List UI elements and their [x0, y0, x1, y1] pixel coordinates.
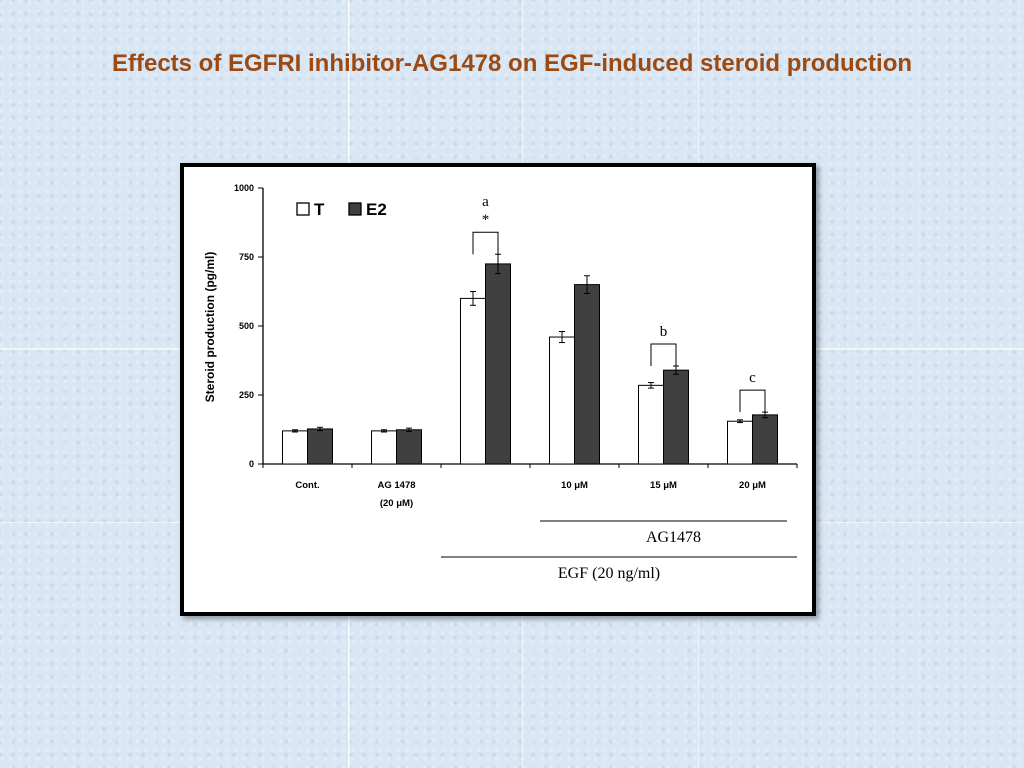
- bar-t: [371, 430, 397, 465]
- x-tick-label: Cont.: [295, 480, 319, 491]
- bar-e2: [485, 263, 511, 465]
- chart-figure: 0 250 500 750 1000 Cont. AG 1478 (20 μM) 10 μM 15…: [180, 163, 816, 616]
- significance-label: b: [660, 324, 668, 340]
- bar-t: [727, 420, 753, 465]
- significance-bracket: [739, 389, 766, 413]
- significance-bracket: [472, 231, 499, 255]
- legend-swatch-t: [296, 202, 310, 216]
- bar-e2: [574, 284, 600, 465]
- x-tick-label: AG 1478: [377, 480, 415, 491]
- bar-t: [638, 384, 664, 465]
- chart-bars: [282, 253, 778, 465]
- x-tick-label: 15 μM: [650, 480, 677, 491]
- y-axis-label: Steroid production (pg/ml): [203, 252, 217, 403]
- bar-e2: [663, 369, 689, 465]
- bar-e2: [752, 414, 778, 465]
- x-tick-label: 10 μM: [561, 480, 588, 491]
- bar-t: [460, 297, 486, 465]
- y-tick-label: 500: [239, 321, 254, 331]
- legend-label-e2: E2: [366, 200, 387, 219]
- y-tick-label: 0: [249, 459, 254, 469]
- x-tick-label: 20 μM: [739, 480, 766, 491]
- significance-label: *: [482, 212, 490, 228]
- group-label: AG1478: [646, 529, 701, 546]
- y-tick-label: 250: [239, 390, 254, 400]
- chart-axes: 0 250 500 750 1000 Cont. AG 1478 (20 μM) 10 μM 15…: [234, 183, 798, 509]
- y-tick-label: 1000: [234, 183, 254, 193]
- significance-bracket: [650, 343, 677, 367]
- significance-label: c: [749, 370, 756, 386]
- legend-swatch-e2: [348, 202, 362, 216]
- chart-annotations: T E2 a * b c AG1478 EGF (20 ng/ml): [296, 194, 797, 582]
- significance-label: a: [482, 194, 489, 210]
- legend-label-t: T: [314, 200, 325, 219]
- bar-e2: [307, 428, 333, 465]
- bar-t: [282, 430, 308, 465]
- slide-title: Effects of EGFRI inhibitor-AG1478 on EGF…: [111, 50, 913, 77]
- bar-t: [549, 336, 575, 465]
- y-tick-label: 750: [239, 252, 254, 262]
- bar-e2: [396, 429, 422, 465]
- x-tick-label: (20 μM): [380, 498, 413, 509]
- group-label: EGF (20 ng/ml): [558, 565, 660, 582]
- bar-chart: 0 250 500 750 1000 Cont. AG 1478 (20 μM) 10 μM 15…: [203, 183, 798, 582]
